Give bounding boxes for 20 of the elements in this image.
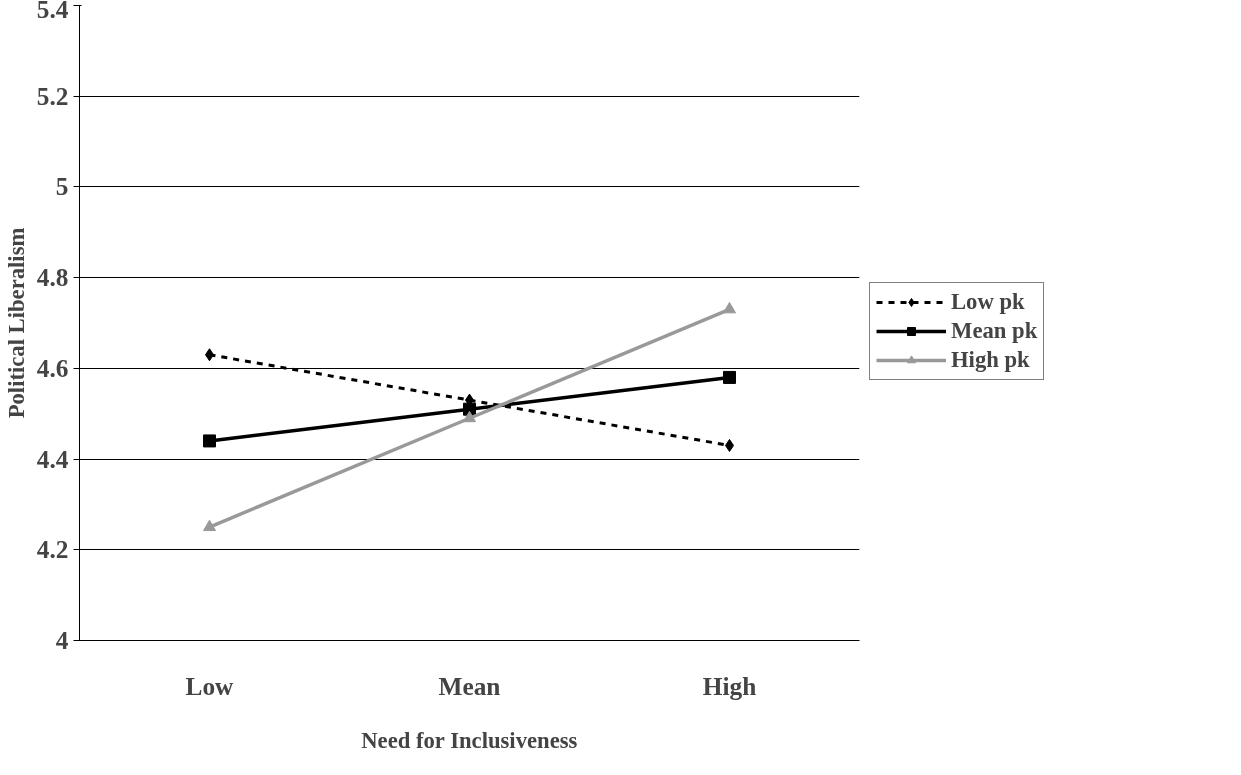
- x-tick-label: Mean: [438, 671, 501, 700]
- y-tick-label: 4.8: [36, 263, 69, 292]
- y-tick-label: 4: [55, 626, 69, 654]
- y-tick-label: 4.4: [36, 444, 69, 473]
- point: [723, 370, 736, 384]
- legend-label: High pk: [951, 347, 1030, 373]
- legend-label: Mean pk: [951, 318, 1038, 344]
- point: [203, 434, 216, 448]
- y-tick-label: 5.4: [36, 0, 69, 23]
- point: [203, 519, 216, 532]
- x-tick-label: Low: [185, 671, 235, 700]
- y-tick-label: 5.2: [36, 81, 69, 110]
- legend-label: Low pk: [951, 289, 1025, 315]
- y-axis-title: Political Liberalism: [3, 227, 29, 419]
- y-tick-label: 5: [55, 172, 69, 201]
- y-tick-label: 4.2: [36, 535, 69, 564]
- point: [463, 410, 476, 423]
- x-tick-label: High: [702, 671, 757, 700]
- y-tick-label: 4.6: [36, 353, 69, 382]
- x-axis-title: Need for Inclusiveness: [361, 727, 578, 753]
